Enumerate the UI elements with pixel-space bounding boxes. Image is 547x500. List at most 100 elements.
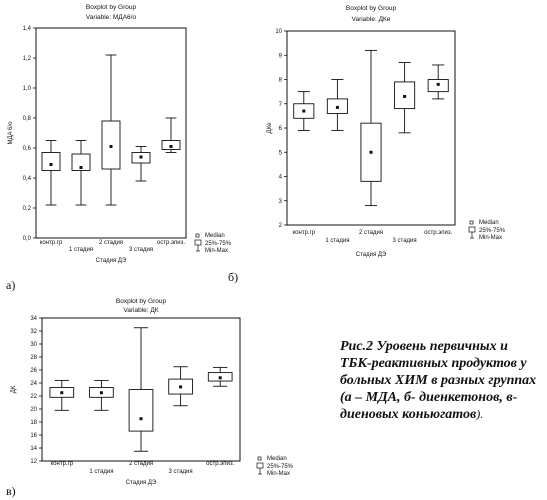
y-tick-label: 0,8 xyxy=(23,116,32,122)
median-marker xyxy=(50,163,53,166)
y-tick-label: 0,6 xyxy=(23,146,32,152)
median-marker xyxy=(80,166,83,169)
x-category-label: остр.эпиз. xyxy=(206,461,235,467)
y-tick-label: 18 xyxy=(30,420,37,426)
box-group-0 xyxy=(42,141,60,206)
x-category-label: 2 стадия xyxy=(359,230,383,236)
y-tick-label: 12 xyxy=(30,459,37,465)
y-tick-label: 22 xyxy=(30,394,37,400)
median-marker xyxy=(110,145,113,148)
y-tick-label: 1,2 xyxy=(23,56,32,62)
legend-median-label: Median xyxy=(479,220,499,226)
median-marker xyxy=(437,83,440,86)
box-group-4 xyxy=(208,367,232,386)
x-category-label: 1 стадия xyxy=(89,469,113,475)
median-marker xyxy=(370,151,373,154)
median-marker xyxy=(170,145,173,148)
median-marker xyxy=(140,156,143,159)
caption-end: ). xyxy=(476,407,483,421)
legend-box-label: 25%-75% xyxy=(205,241,232,247)
median-marker xyxy=(60,391,63,394)
chart-title: Boxplot by Group xyxy=(86,4,137,11)
chart-title: Boxplot by Group xyxy=(346,5,397,12)
legend-whisker-label: Min-Max xyxy=(267,471,290,477)
box-group-3 xyxy=(169,367,193,406)
box-group-1 xyxy=(90,380,114,410)
legend-whisker-label: Min-Max xyxy=(205,248,228,254)
legend-box-label: 25%-75% xyxy=(479,228,506,234)
panel-letter-c: в) xyxy=(6,484,16,499)
x-category-label: 2 стадия xyxy=(99,240,123,246)
y-axis-label: ДК xyxy=(11,385,17,393)
legend-median-swatch xyxy=(470,221,473,224)
legend-median-label: Median xyxy=(205,233,225,239)
y-axis-label: ДКе xyxy=(267,122,273,134)
box-group-0 xyxy=(50,380,74,410)
box-group-0 xyxy=(294,92,314,131)
y-tick-label: 26 xyxy=(30,368,37,374)
chart-subtitle: Variable: МДА6/о xyxy=(86,14,137,21)
y-tick-label: 24 xyxy=(30,381,37,387)
figure-caption: Рис.2 Уровень первичных и ТБК-реактивных… xyxy=(340,338,542,423)
y-tick-label: 1,4 xyxy=(23,26,32,32)
x-category-label: контр.гр xyxy=(50,461,73,467)
legend-median-swatch xyxy=(196,234,199,237)
box-group-3 xyxy=(395,63,415,133)
y-tick-label: 5 xyxy=(279,150,283,156)
x-axis-label: Стадия ДЭ xyxy=(126,480,157,486)
chart-subtitle: Variable: ДК xyxy=(123,307,158,314)
box-group-3 xyxy=(132,147,150,182)
box-group-1 xyxy=(327,80,347,131)
median-marker xyxy=(140,417,143,420)
box-group-4 xyxy=(428,65,448,99)
chart-dke: Boxplot by GroupVariable: ДКе2345678910Д… xyxy=(262,0,547,265)
box-iqr xyxy=(129,390,153,432)
y-tick-label: 0,4 xyxy=(23,176,32,182)
median-marker xyxy=(179,385,182,388)
x-axis-label: Стадия ДЭ xyxy=(96,258,127,264)
x-axis-label: Стадия ДЭ xyxy=(356,252,387,258)
panel-letter-b: б) xyxy=(228,270,238,285)
y-tick-label: 10 xyxy=(275,29,282,35)
chart-subtitle: Variable: ДКе xyxy=(352,16,391,23)
x-category-label: остр.эпиз. xyxy=(157,240,186,246)
box-group-1 xyxy=(72,141,90,206)
y-tick-label: 6 xyxy=(279,126,283,132)
box-group-2 xyxy=(129,328,153,452)
x-category-label: контр.гр xyxy=(40,240,63,246)
median-marker xyxy=(219,376,222,379)
y-tick-label: 0,0 xyxy=(23,236,32,242)
y-tick-label: 34 xyxy=(30,316,37,322)
median-marker xyxy=(100,391,103,394)
legend-box-label: 25%-75% xyxy=(267,464,294,470)
box-iqr xyxy=(42,153,60,171)
y-tick-label: 1,0 xyxy=(23,86,32,92)
y-tick-label: 16 xyxy=(30,433,37,439)
box-group-4 xyxy=(162,118,180,153)
y-tick-label: 14 xyxy=(30,446,37,452)
chart-mda: Boxplot by GroupVariable: МДА6/о0,00,20,… xyxy=(0,0,250,275)
chart-dk: Boxplot by GroupVariable: ДК121416182022… xyxy=(0,296,320,488)
x-category-label: 3 стадия xyxy=(129,247,153,253)
y-tick-label: 2 xyxy=(279,223,283,229)
median-marker xyxy=(302,110,305,113)
legend-whisker-label: Min-Max xyxy=(479,235,502,241)
y-tick-label: 4 xyxy=(279,175,283,181)
y-tick-label: 8 xyxy=(279,78,283,84)
median-marker xyxy=(403,95,406,98)
caption-title: Рис.2 Уровень первичных и ТБК-реактивных… xyxy=(340,339,536,388)
x-category-label: 2 стадия xyxy=(129,461,153,467)
y-tick-label: 9 xyxy=(279,53,283,59)
chart-title: Boxplot by Group xyxy=(116,298,167,305)
legend-box-swatch xyxy=(195,240,201,245)
legend-box-swatch xyxy=(469,227,475,232)
panel-letter-a: а) xyxy=(6,278,15,293)
box-group-2 xyxy=(361,50,381,205)
x-category-label: 3 стадия xyxy=(393,238,417,244)
median-marker xyxy=(336,106,339,109)
y-axis-label: МДА 6/о xyxy=(8,121,14,145)
box-group-2 xyxy=(102,55,120,205)
y-tick-label: 3 xyxy=(279,199,283,205)
x-category-label: 3 стадия xyxy=(169,469,193,475)
y-tick-label: 32 xyxy=(30,329,37,335)
